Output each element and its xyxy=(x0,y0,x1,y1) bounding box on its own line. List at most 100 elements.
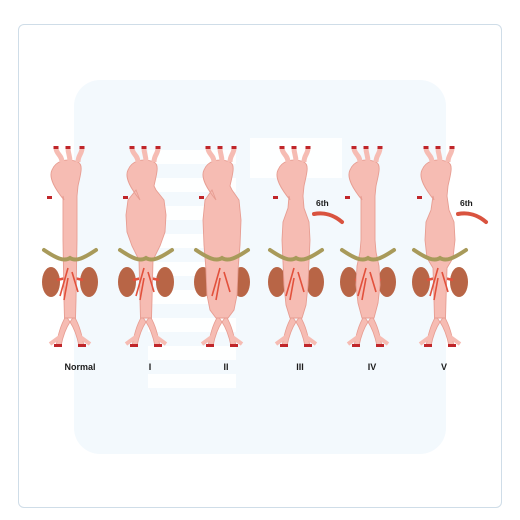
panel-label-type-2: II xyxy=(223,362,229,372)
aorta-illustration-type-2 xyxy=(194,146,250,347)
supra-aortic-branch xyxy=(435,147,443,163)
left-internal-iliac xyxy=(346,334,361,346)
mesenteric-arteries xyxy=(59,267,79,301)
right-internal-iliac xyxy=(375,334,390,346)
supra-aortic-branch xyxy=(129,147,141,163)
left-iliac-tip xyxy=(352,344,360,347)
branch-tip xyxy=(305,146,311,149)
branch-tip xyxy=(423,146,429,149)
coronary-tip xyxy=(345,196,350,199)
branch-tip xyxy=(351,146,357,149)
supra-aortic-branch xyxy=(279,147,291,163)
branch-tip xyxy=(363,146,369,149)
left-kidney xyxy=(42,267,60,297)
mesenteric-arteries xyxy=(135,267,155,301)
left-iliac-tip xyxy=(280,344,288,347)
left-iliac-tip xyxy=(130,344,138,347)
celiac-trunk xyxy=(268,248,324,262)
sixth-rib-marker xyxy=(312,211,344,224)
branch-tip xyxy=(279,146,285,149)
right-iliac-tip xyxy=(448,344,456,347)
mesenteric-arteries xyxy=(357,267,377,301)
branch-tip xyxy=(129,146,135,149)
right-iliac-tip xyxy=(376,344,384,347)
right-internal-iliac xyxy=(229,334,244,346)
left-iliac-tip xyxy=(424,344,432,347)
left-iliac-tip xyxy=(54,344,62,347)
supra-aortic-branch xyxy=(205,147,217,163)
left-iliac-tip xyxy=(206,344,214,347)
branch-tip xyxy=(205,146,211,149)
right-iliac-artery xyxy=(145,315,161,347)
branch-tip xyxy=(79,146,85,149)
right-iliac-tip xyxy=(304,344,312,347)
panel-label-type-5: V xyxy=(440,362,447,372)
branch-tip xyxy=(377,146,383,149)
right-kidney xyxy=(378,267,396,297)
left-internal-iliac xyxy=(274,334,289,346)
supra-aortic-branch xyxy=(291,147,299,163)
left-kidney xyxy=(268,267,286,297)
sixth-rib-marker xyxy=(456,211,488,224)
branch-tip xyxy=(231,146,237,149)
sixth-rib-label: 6th xyxy=(460,198,473,208)
aorta-illustration-type-4 xyxy=(340,146,396,347)
right-internal-iliac xyxy=(77,334,92,346)
aorta-illustration-type-1 xyxy=(118,146,174,347)
watermark-stripe xyxy=(148,346,236,360)
panel-label-normal: Normal xyxy=(64,362,96,372)
branch-tip xyxy=(291,146,297,149)
supra-aortic-branch xyxy=(65,147,73,163)
aorta-body xyxy=(420,159,456,319)
aorta-body xyxy=(276,159,311,319)
panel-label-type-1: I xyxy=(148,362,152,372)
watermark-stripe xyxy=(148,374,236,388)
right-kidney xyxy=(306,267,324,297)
panel-label-type-4: IV xyxy=(367,362,377,372)
coronary-tip xyxy=(123,196,128,199)
right-iliac-tip xyxy=(78,344,86,347)
supra-aortic-branch xyxy=(217,147,225,163)
celiac-trunk xyxy=(42,248,98,262)
supra-aortic-branch xyxy=(53,147,65,163)
branch-tip xyxy=(65,146,71,149)
left-iliac-artery xyxy=(281,315,297,347)
celiac-trunk xyxy=(194,248,250,262)
right-iliac-artery xyxy=(221,315,237,347)
supra-aortic-branch xyxy=(351,147,363,163)
left-iliac-artery xyxy=(207,315,223,347)
right-internal-iliac xyxy=(153,334,168,346)
coronary-tip xyxy=(199,196,204,199)
supra-aortic-branch xyxy=(301,147,311,163)
right-iliac-artery xyxy=(69,315,85,347)
branch-tip xyxy=(155,146,161,149)
left-iliac-artery xyxy=(131,315,147,347)
right-kidney xyxy=(80,267,98,297)
sixth-rib-label: 6th xyxy=(316,198,329,208)
supra-aortic-branch xyxy=(423,147,435,163)
mesenteric-arteries xyxy=(429,267,449,301)
supra-aortic-branch xyxy=(141,147,149,163)
supra-aortic-branch xyxy=(227,147,237,163)
supra-aortic-branch xyxy=(373,147,383,163)
celiac-trunk xyxy=(118,248,174,262)
panel-label-type-3: III xyxy=(296,362,304,372)
celiac-trunk xyxy=(412,248,468,262)
branch-tip xyxy=(141,146,147,149)
right-internal-iliac xyxy=(447,334,462,346)
mesenteric-arteries xyxy=(285,267,305,301)
left-internal-iliac xyxy=(48,334,63,346)
supra-aortic-branch xyxy=(75,147,85,163)
left-iliac-artery xyxy=(55,315,71,347)
branch-tip xyxy=(435,146,441,149)
right-internal-iliac xyxy=(303,334,318,346)
branch-tip xyxy=(53,146,59,149)
branch-tip xyxy=(217,146,223,149)
celiac-trunk xyxy=(340,248,396,262)
aorta-illustration-normal xyxy=(42,146,98,347)
left-iliac-artery xyxy=(353,315,369,347)
left-internal-iliac xyxy=(418,334,433,346)
supra-aortic-branch xyxy=(151,147,161,163)
left-kidney xyxy=(118,267,136,297)
